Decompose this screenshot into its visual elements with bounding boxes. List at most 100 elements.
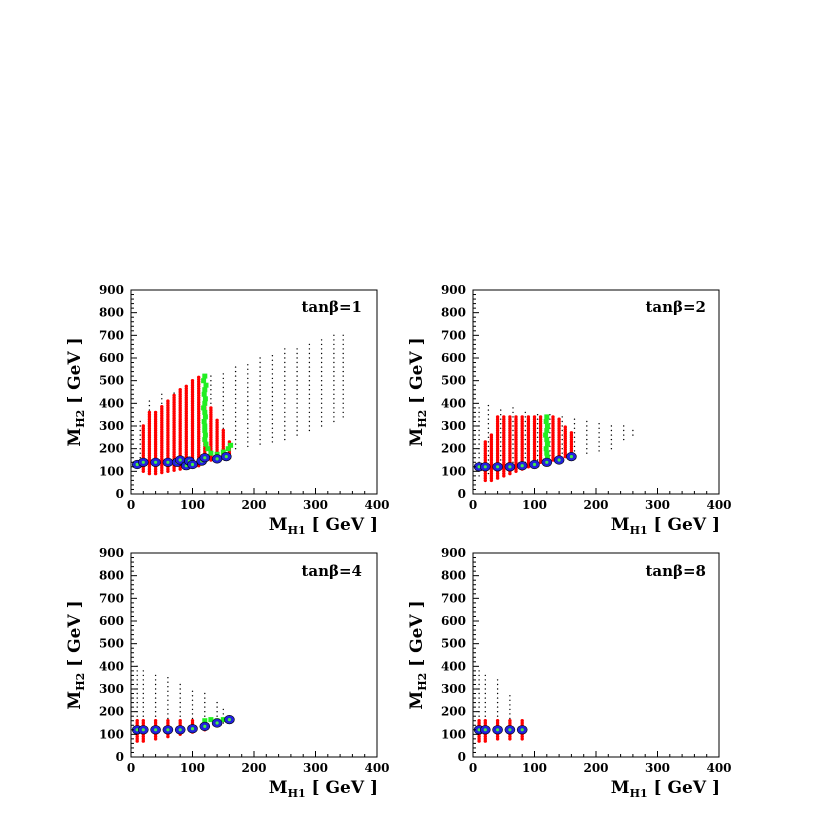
allowed-point bbox=[179, 697, 181, 699]
green-point bbox=[543, 432, 549, 438]
allowed-point bbox=[142, 683, 144, 686]
allowed-point bbox=[234, 402, 237, 404]
allowed-point bbox=[222, 409, 224, 411]
green-point bbox=[201, 391, 207, 397]
allowed-point bbox=[296, 389, 298, 391]
allowed-point bbox=[524, 438, 526, 441]
allowed-point bbox=[484, 679, 486, 681]
blue-circle-center bbox=[520, 728, 524, 732]
allowed-point bbox=[222, 414, 224, 416]
allowed-point bbox=[342, 343, 344, 346]
allowed-point bbox=[333, 384, 335, 386]
allowed-point bbox=[320, 416, 323, 418]
allowed-point bbox=[478, 457, 480, 459]
allowed-point bbox=[308, 393, 311, 395]
allowed-point bbox=[478, 701, 480, 704]
blue-circle-center bbox=[224, 455, 228, 459]
data-points bbox=[473, 670, 528, 743]
allowed-point bbox=[139, 434, 141, 436]
allowed-point bbox=[512, 407, 514, 409]
allowed-point bbox=[524, 443, 526, 445]
allowed-point bbox=[342, 402, 344, 404]
allowed-point bbox=[222, 391, 224, 393]
red-point bbox=[502, 415, 506, 419]
allowed-point bbox=[320, 389, 323, 391]
blue-circle-center bbox=[178, 458, 182, 462]
allowed-point bbox=[333, 348, 335, 350]
allowed-point bbox=[308, 375, 311, 377]
allowed-point bbox=[512, 429, 514, 432]
allowed-point bbox=[524, 434, 526, 436]
allowed-point bbox=[234, 429, 237, 432]
red-point bbox=[495, 719, 500, 723]
y-tick-label: 500 bbox=[441, 374, 466, 388]
allowed-point bbox=[333, 343, 335, 346]
allowed-point bbox=[139, 425, 141, 427]
x-tick-label: 0 bbox=[469, 761, 477, 775]
allowed-point bbox=[333, 366, 335, 368]
blue-circle-center bbox=[166, 460, 170, 464]
allowed-point bbox=[247, 445, 249, 448]
allowed-point bbox=[284, 398, 286, 400]
y-tick-label: 700 bbox=[99, 591, 124, 605]
allowed-point bbox=[222, 395, 224, 398]
allowed-point bbox=[573, 436, 576, 438]
allowed-point bbox=[247, 427, 249, 429]
green-point bbox=[544, 423, 550, 429]
allowed-point bbox=[234, 425, 237, 427]
allowed-point bbox=[586, 438, 588, 441]
red-point bbox=[197, 375, 201, 379]
allowed-point bbox=[167, 677, 169, 679]
allowed-point bbox=[167, 717, 169, 720]
blue-circle-point bbox=[529, 459, 540, 470]
allowed-point bbox=[342, 348, 344, 350]
allowed-point bbox=[139, 438, 141, 441]
allowed-point bbox=[333, 357, 335, 359]
y-tick-label: 200 bbox=[99, 442, 124, 456]
allowed-point bbox=[524, 452, 526, 454]
blue-circle-center bbox=[496, 728, 500, 732]
allowed-point bbox=[247, 400, 249, 402]
y-tick-label: 800 bbox=[441, 306, 466, 320]
allowed-point bbox=[536, 454, 539, 457]
y-tick-label: 800 bbox=[99, 569, 124, 583]
blue-circle-center bbox=[569, 455, 574, 459]
allowed-point bbox=[271, 427, 274, 429]
allowed-point bbox=[342, 375, 344, 377]
allowed-point bbox=[320, 402, 323, 404]
allowed-point bbox=[333, 420, 335, 423]
allowed-point bbox=[496, 697, 499, 699]
allowed-point bbox=[271, 359, 274, 361]
allowed-point bbox=[320, 361, 323, 364]
allowed-point bbox=[234, 393, 237, 395]
x-axis-title: MH1 [ GeV ] bbox=[269, 778, 378, 800]
green-point bbox=[544, 437, 550, 443]
allowed-point bbox=[136, 697, 138, 699]
allowed-point bbox=[216, 711, 218, 713]
y-tick-label: 100 bbox=[99, 464, 124, 478]
allowed-point bbox=[573, 450, 576, 452]
allowed-point bbox=[191, 690, 194, 692]
green-point bbox=[208, 717, 214, 723]
allowed-point bbox=[308, 361, 311, 364]
blue-circle-point bbox=[150, 457, 161, 467]
allowed-point bbox=[142, 701, 144, 704]
allowed-point bbox=[167, 690, 169, 692]
allowed-point bbox=[573, 441, 576, 443]
allowed-point bbox=[210, 398, 212, 400]
blue-circle-point bbox=[199, 721, 211, 732]
blue-circle-center bbox=[203, 724, 207, 729]
green-point bbox=[201, 405, 207, 411]
blue-circle-point bbox=[187, 459, 198, 470]
allowed-point bbox=[259, 411, 261, 414]
green-point bbox=[220, 449, 226, 455]
red-point bbox=[557, 417, 561, 421]
red-point bbox=[141, 719, 145, 723]
y-tick-label: 600 bbox=[99, 351, 124, 365]
red-point bbox=[160, 405, 164, 409]
green-point bbox=[543, 419, 549, 424]
allowed-point bbox=[210, 389, 212, 391]
allowed-point bbox=[320, 425, 323, 427]
allowed-point bbox=[259, 429, 261, 432]
allowed-point bbox=[222, 382, 224, 384]
